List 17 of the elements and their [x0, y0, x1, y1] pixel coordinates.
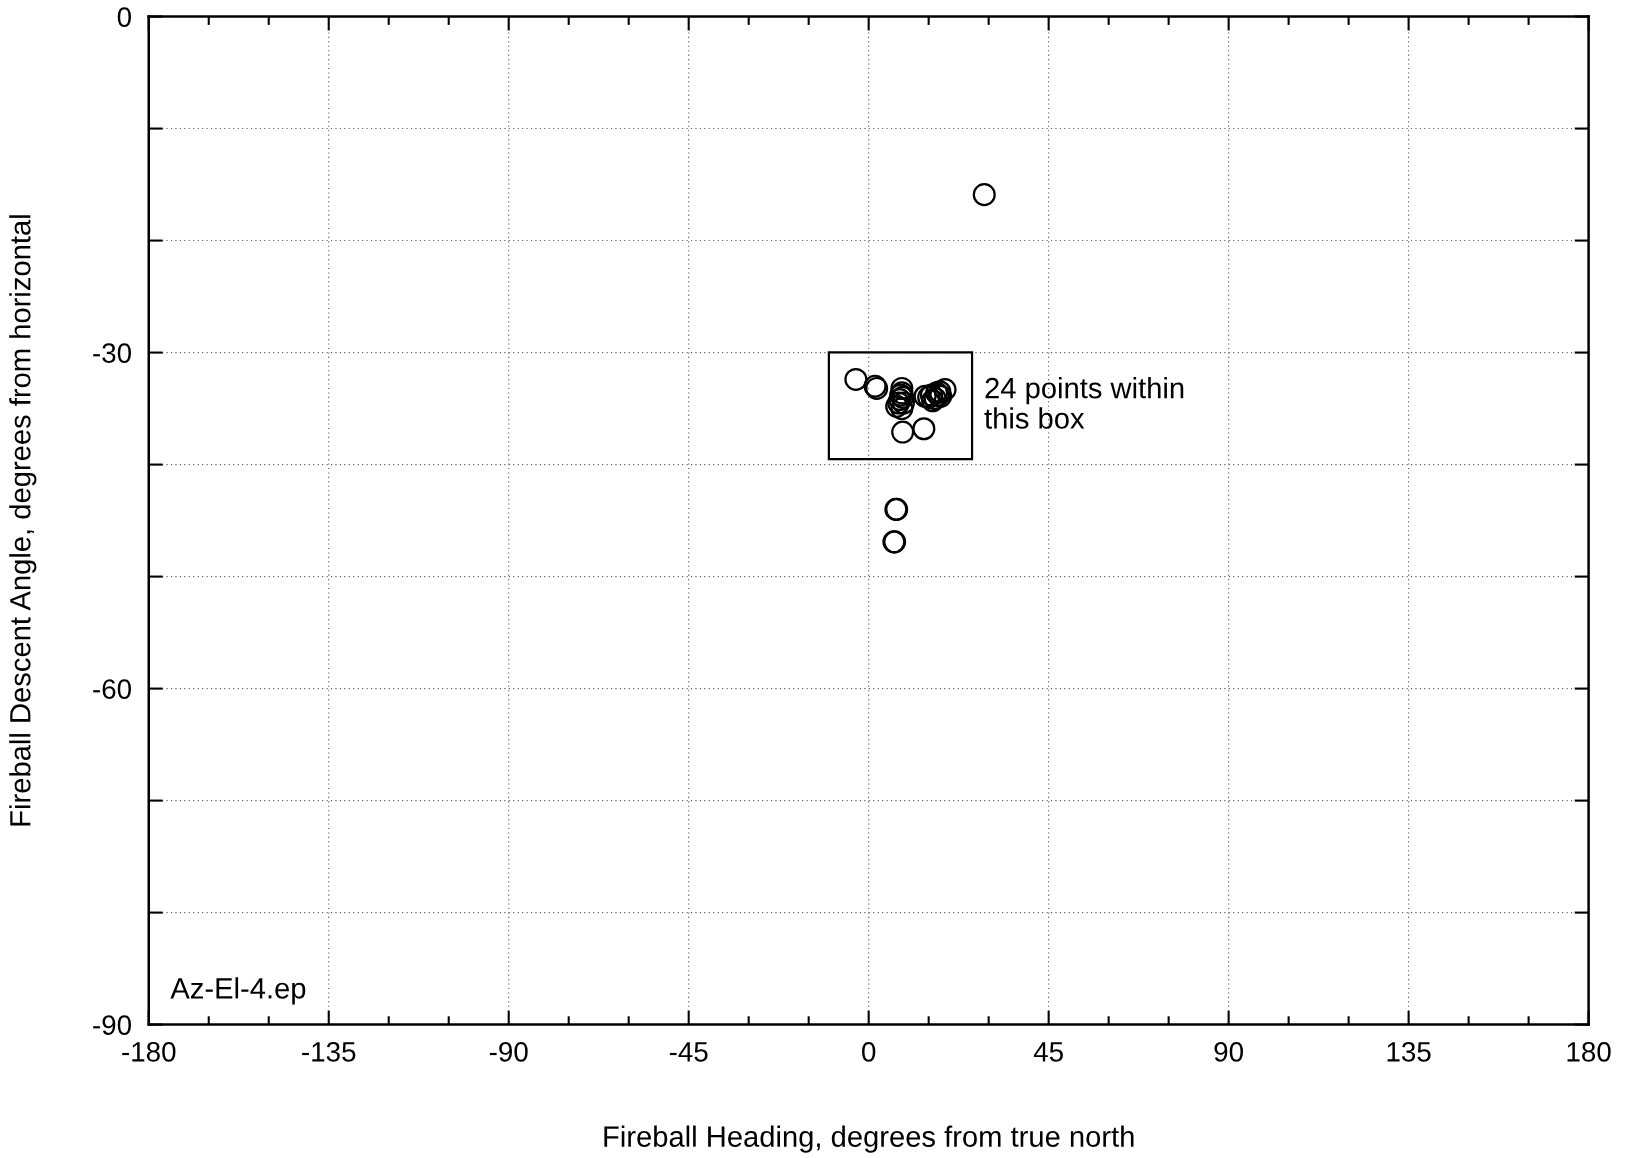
y-tick-label: 0	[117, 7, 131, 27]
x-axis-title: Fireball Heading, degrees from true north	[604, 1125, 1134, 1153]
x-tick-label: -45	[669, 1042, 708, 1062]
x-tick-label: -135	[302, 1042, 356, 1062]
y-tick-label: -30	[93, 343, 131, 363]
x-tick-label: 135	[1387, 1042, 1431, 1062]
x-tick-label: -90	[489, 1042, 528, 1062]
annotation: 24 points within this box	[984, 377, 1184, 429]
x-tick-label: 90	[1214, 1042, 1243, 1062]
y-tick-label: -60	[93, 679, 131, 699]
x-tick-label: 45	[1033, 1042, 1063, 1062]
x-tick-label: 180	[1567, 1042, 1611, 1062]
y-axis-title: Fireball Descent Angle, degrees from horizontal	[9, 215, 37, 826]
y-tick-label: -90	[93, 1015, 131, 1035]
annotation: Az-El-4.ep	[170, 977, 306, 1005]
x-tick-label: 0	[862, 1042, 876, 1062]
x-tick-label: -180	[122, 1042, 176, 1062]
